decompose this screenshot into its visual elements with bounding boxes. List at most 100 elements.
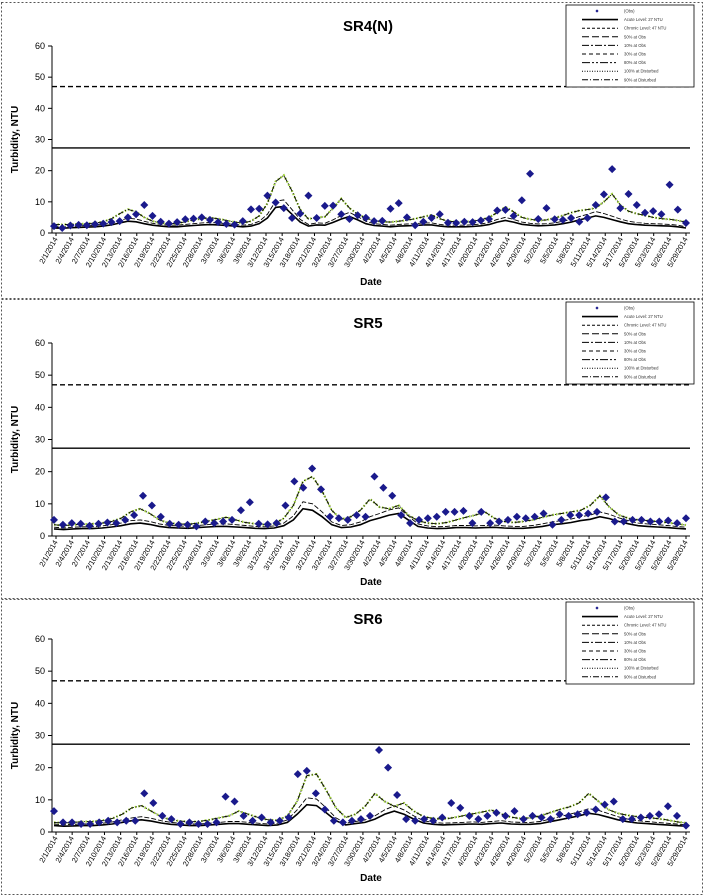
observed-point	[113, 818, 122, 827]
observed-point	[95, 818, 104, 827]
series-line-baseline	[53, 205, 687, 230]
chart-title: SR4(N)	[343, 18, 393, 35]
observed-point	[296, 209, 305, 218]
legend-box	[565, 601, 695, 685]
legend-entry: Acute Level: 27 NTU	[624, 314, 663, 319]
observed-point	[353, 211, 362, 220]
observed-point	[476, 216, 485, 225]
observed-point	[555, 810, 564, 819]
observed-point	[366, 811, 374, 820]
observed-point	[356, 815, 365, 824]
y-tick-label: 40	[35, 103, 45, 113]
observed-point	[566, 511, 575, 520]
observed-point	[279, 204, 288, 213]
y-tick-label: 40	[35, 698, 45, 708]
y-tick-label: 20	[35, 166, 45, 176]
observed-point	[122, 816, 131, 825]
y-tick-label: 30	[35, 435, 45, 445]
observed-point	[546, 815, 555, 824]
observed-point	[636, 813, 645, 822]
observed-point	[375, 745, 384, 754]
observed-point	[140, 789, 149, 798]
observed-point	[104, 816, 113, 825]
observed-point	[165, 519, 174, 528]
y-tick-label: 30	[35, 135, 45, 145]
observed-point	[139, 491, 148, 500]
observed-point	[304, 191, 313, 200]
observed-point	[493, 206, 502, 215]
observed-point	[245, 498, 254, 507]
y-tick-label: 0	[40, 228, 45, 238]
observed-point	[649, 207, 658, 216]
observed-point	[443, 218, 452, 227]
observed-point	[174, 520, 183, 529]
observed-point	[284, 813, 293, 822]
legend-entry: 90% at Disturbed	[624, 77, 657, 82]
observed-point	[640, 208, 649, 217]
observed-point	[361, 213, 370, 222]
observed-point	[290, 477, 299, 486]
legend-entry: 10% at Obs	[624, 43, 646, 48]
observed-point	[427, 214, 436, 223]
legend-entry: 80% at Obs	[624, 657, 646, 662]
observed-point	[592, 507, 601, 516]
observed-point	[50, 515, 58, 524]
observed-point	[66, 221, 75, 230]
observed-point	[573, 810, 582, 819]
observed-point	[317, 485, 326, 494]
observed-point	[347, 816, 356, 825]
observed-point	[558, 215, 567, 224]
observed-point	[299, 483, 308, 492]
observed-point	[550, 215, 559, 224]
observed-point	[492, 808, 501, 817]
observed-point	[312, 214, 321, 223]
observed-point	[58, 520, 67, 529]
legend-entry: Acute Level: 27 NTU	[624, 17, 663, 22]
observed-point	[530, 512, 539, 521]
y-axis-label: Turbidity, NTU	[10, 702, 21, 769]
observed-point	[584, 509, 593, 518]
observed-point	[345, 214, 354, 223]
observed-point	[657, 210, 666, 219]
observed-point	[58, 224, 67, 233]
observed-point	[539, 509, 548, 518]
observed-point	[325, 512, 334, 521]
observed-point	[459, 506, 468, 515]
observed-point	[575, 217, 584, 226]
observed-point	[370, 472, 379, 481]
observed-point	[222, 219, 231, 228]
observed-point	[221, 792, 230, 801]
observed-point	[512, 512, 521, 521]
observed-point	[468, 519, 477, 528]
observed-point	[320, 805, 329, 814]
legend-entry: 100% at Disturbed	[624, 69, 659, 74]
observed-point	[156, 512, 165, 521]
y-tick-label: 10	[35, 795, 45, 805]
observed-point	[263, 191, 272, 200]
observed-point	[288, 214, 297, 223]
observed-point	[308, 464, 317, 473]
observed-point	[384, 763, 393, 772]
observed-point	[672, 811, 681, 820]
y-tick-label: 60	[35, 338, 45, 348]
observed-point	[147, 501, 156, 510]
observed-point	[599, 190, 608, 199]
observed-point	[176, 819, 185, 828]
observed-point	[164, 219, 173, 228]
observed-point	[173, 218, 182, 227]
observed-point	[526, 169, 535, 178]
y-tick-label: 0	[40, 531, 45, 541]
observed-point	[352, 511, 361, 520]
observed-point	[406, 519, 415, 528]
observed-point	[94, 519, 103, 528]
y-tick-label: 50	[35, 666, 45, 676]
observed-point	[619, 517, 628, 526]
series-line-baseline	[53, 803, 687, 828]
observed-point	[99, 219, 108, 228]
observed-point	[257, 813, 266, 822]
observed-point	[311, 789, 320, 798]
observed-point	[246, 205, 255, 214]
observed-point	[181, 215, 190, 224]
observed-point	[627, 815, 636, 824]
observed-point	[582, 808, 591, 817]
